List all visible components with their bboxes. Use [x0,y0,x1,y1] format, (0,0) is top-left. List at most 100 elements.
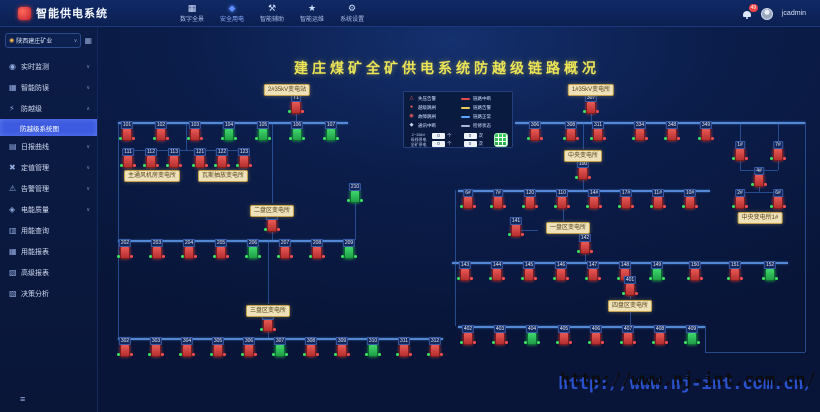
sidebar-item-8[interactable]: ▥ 用能查询 [0,220,97,241]
breaker-node[interactable]: 6# [460,189,476,209]
breaker-node[interactable]: 112 [143,148,159,168]
breaker-node[interactable]: 141 [508,217,524,237]
breaker-node[interactable]: 302 [117,337,133,357]
breaker-node[interactable]: 405 [556,325,572,345]
breaker-node[interactable]: 307 [272,337,288,357]
sidebar-item-10[interactable]: ▧ 高级报表 [0,262,97,283]
breaker-node[interactable]: 304 [179,337,195,357]
nav-item-1[interactable]: ▦ 数字全景 [180,3,204,23]
substation-label[interactable]: 1#35kV变电所 [567,84,615,96]
breaker-node[interactable]: 309 [334,337,350,357]
substation-label[interactable]: 瓦斯抽放变电所 [197,170,249,182]
breaker-node[interactable]: 308 [563,121,579,141]
breaker-node[interactable]: 7# [490,189,506,209]
breaker-node[interactable]: 4# [751,167,767,187]
breaker-node[interactable]: 201 [264,212,280,232]
sidebar-item-11[interactable]: ▨ 决策分析 [0,283,97,304]
sidebar-collapse-icon[interactable]: ≡ [20,394,26,404]
breaker-node[interactable]: 207 [277,239,293,259]
breaker-node[interactable]: 107 [323,121,339,141]
breaker-node[interactable]: 204 [181,239,197,259]
substation-label[interactable]: 四盘区变电所 [607,300,653,312]
breaker-node[interactable]: 303 [148,337,164,357]
breaker-node[interactable]: 208 [309,239,325,259]
avatar[interactable] [760,7,773,20]
breaker-node[interactable]: 308 [303,337,319,357]
breaker-node[interactable]: 209 [341,239,357,259]
breaker-node[interactable]: 401 [622,276,638,296]
breaker-node[interactable]: 110 [554,189,570,209]
breaker-node[interactable]: 103 [187,121,203,141]
breaker-node[interactable]: 403 [492,325,508,345]
breaker-node[interactable]: 311 [396,337,412,357]
breaker-node[interactable]: 151 [727,261,743,281]
breaker-node[interactable]: 150 [687,261,703,281]
nav-item-4[interactable]: ★ 智能运维 [300,3,324,23]
substation-label[interactable]: 二盘区变电所 [249,205,295,217]
sidebar-item-3[interactable]: ⚡ 防越级 ∧ [0,98,97,119]
breaker-node[interactable]: 312 [427,337,443,357]
substation-label[interactable]: 主通风机房变电所 [123,170,181,182]
notification-bell-icon[interactable]: 49 [742,3,758,19]
breaker-node[interactable]: 348 [664,121,680,141]
breaker-node[interactable]: 121 [192,148,208,168]
breaker-node[interactable]: 203 [149,239,165,259]
breaker-node[interactable]: 307 [583,94,599,114]
sidebar-item-1[interactable]: ◉ 实时监测 ∨ [0,56,97,77]
breaker-node[interactable]: T1 [288,94,304,114]
breaker-node[interactable]: 311 [590,121,606,141]
org-select[interactable]: ◉ 陕西建庄矿业 ∨ [5,33,82,48]
breaker-node[interactable]: 1# [732,141,748,161]
breaker-node[interactable]: 120 [522,189,538,209]
breaker-node[interactable]: 409 [684,325,700,345]
breaker-node[interactable]: 406 [588,325,604,345]
substation-label[interactable]: 中央变电所1# [737,212,783,224]
breaker-node[interactable]: 105 [255,121,271,141]
breaker-node[interactable]: 310 [365,337,381,357]
sidebar-item-2[interactable]: ▦ 智能防误 ∨ [0,77,97,98]
breaker-node[interactable]: 206 [245,239,261,259]
breaker-node[interactable]: 106 [289,121,305,141]
breaker-node[interactable]: 148 [617,261,633,281]
breaker-node[interactable]: 142 [577,234,593,254]
breaker-node[interactable]: 202 [117,239,133,259]
breaker-node[interactable]: 104 [221,121,237,141]
breaker-node[interactable]: 306 [241,337,257,357]
breaker-node[interactable]: 123 [236,148,252,168]
nav-item-5[interactable]: ⚙ 系统设置 [340,3,364,23]
breaker-node[interactable]: 205 [213,239,229,259]
breaker-node[interactable]: 407 [620,325,636,345]
sidebar-item-5[interactable]: ✖ 定值管理 ∨ [0,157,97,178]
breaker-node[interactable]: 143 [457,261,473,281]
breaker-node[interactable]: 17# [618,189,634,209]
breaker-node[interactable]: 149 [649,261,665,281]
substation-label[interactable]: 中央变电所 [563,150,603,162]
link-table-button[interactable] [494,132,508,147]
breaker-node[interactable]: 152 [762,261,778,281]
breaker-node[interactable]: 102 [153,121,169,141]
nav-item-2[interactable]: ◆ 安全用电 [220,3,244,23]
breaker-node[interactable]: 14# [586,189,602,209]
breaker-node[interactable]: 10# [682,189,698,209]
breaker-node[interactable]: 122 [214,148,230,168]
breaker-node[interactable]: 349 [698,121,714,141]
breaker-node[interactable]: 11# [650,189,666,209]
sidebar-item-4[interactable]: ▤ 日报曲线 ∨ [0,136,97,157]
nav-item-3[interactable]: ⚒ 智能辅助 [260,3,284,23]
breaker-node[interactable]: 306 [527,121,543,141]
sidebar-item-7[interactable]: ◈ 电能质量 ∨ [0,199,97,220]
breaker-node[interactable]: 146 [553,261,569,281]
breaker-node[interactable]: 144 [489,261,505,281]
breaker-node[interactable]: 101 [119,121,135,141]
breaker-node[interactable]: 111 [120,148,136,168]
breaker-node[interactable]: 334 [632,121,648,141]
breaker-node[interactable]: 113 [166,148,182,168]
breaker-node[interactable]: 305 [210,337,226,357]
breaker-node[interactable]: 404 [524,325,540,345]
breaker-node[interactable]: 301 [260,312,276,332]
breaker-node[interactable]: 6# [770,189,786,209]
sidebar-item-6[interactable]: ⚠ 告警管理 ∨ [0,178,97,199]
substation-label[interactable]: 三盘区变电所 [245,305,291,317]
breaker-node[interactable]: 147 [585,261,601,281]
org-grid-icon[interactable]: ▦ [84,35,92,45]
